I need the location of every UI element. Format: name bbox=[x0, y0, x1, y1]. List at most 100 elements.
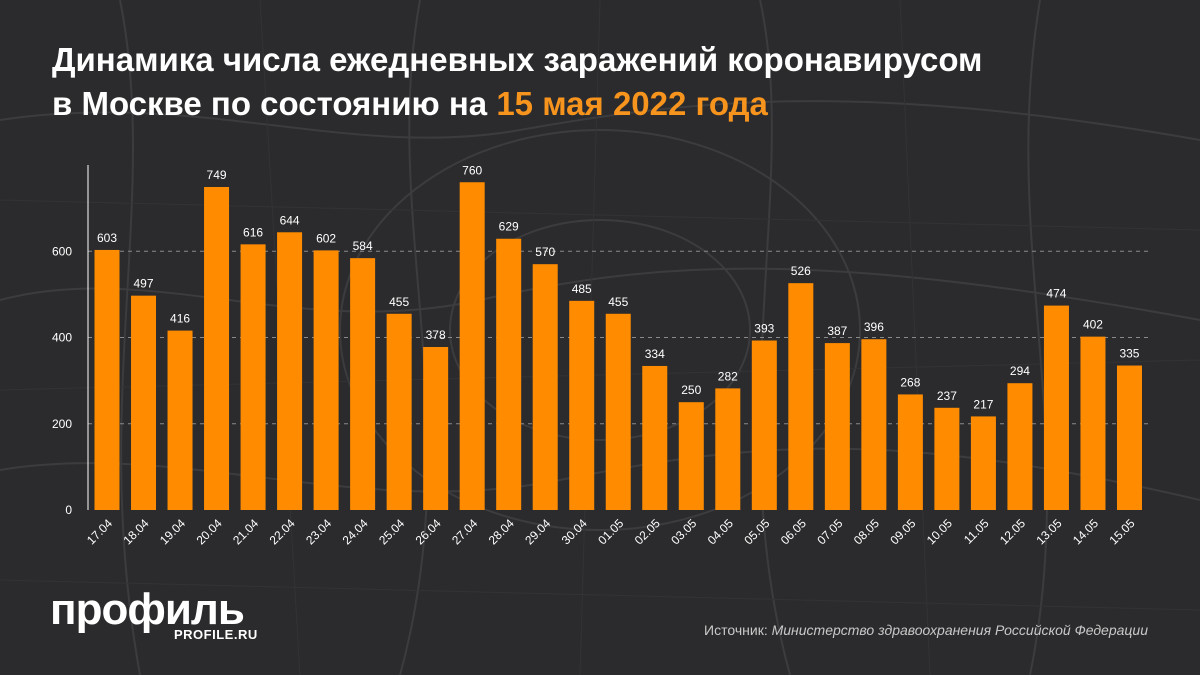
data-label: 416 bbox=[170, 312, 190, 326]
profile-url[interactable]: PROFILE.RU bbox=[174, 627, 258, 642]
bar bbox=[94, 249, 120, 511]
bar bbox=[496, 238, 522, 510]
bar bbox=[277, 232, 303, 510]
bar bbox=[642, 365, 668, 510]
x-tick-label: 18.04 bbox=[121, 516, 152, 547]
title-line-2: в Москве по состоянию на 15 мая 2022 год… bbox=[52, 82, 1172, 126]
data-label: 378 bbox=[426, 328, 446, 342]
data-label: 602 bbox=[316, 231, 336, 245]
x-tick-label: 04.05 bbox=[705, 516, 736, 547]
bar bbox=[1080, 336, 1106, 510]
x-tick-label: 08.05 bbox=[851, 516, 882, 547]
data-label: 570 bbox=[535, 245, 555, 259]
data-label: 393 bbox=[754, 322, 774, 336]
data-label: 402 bbox=[1083, 318, 1103, 332]
data-label: 396 bbox=[864, 320, 884, 334]
data-label: 335 bbox=[1119, 347, 1139, 361]
data-label: 616 bbox=[243, 225, 263, 239]
data-label: 294 bbox=[1010, 364, 1030, 378]
x-tick-label: 27.04 bbox=[449, 516, 480, 547]
bar bbox=[532, 264, 558, 510]
x-tick-label: 19.04 bbox=[157, 516, 188, 547]
data-label: 217 bbox=[973, 397, 993, 411]
bar bbox=[569, 300, 595, 510]
data-label: 584 bbox=[353, 239, 373, 253]
y-tick-label: 0 bbox=[65, 503, 72, 517]
x-tick-label: 22.04 bbox=[267, 516, 298, 547]
data-label: 526 bbox=[791, 264, 811, 278]
bar bbox=[204, 186, 230, 510]
data-label: 455 bbox=[608, 295, 628, 309]
bar bbox=[824, 343, 850, 510]
x-tick-label: 05.05 bbox=[741, 516, 772, 547]
x-tick-label: 24.04 bbox=[340, 516, 371, 547]
x-tick-label: 23.04 bbox=[303, 516, 334, 547]
x-tick-label: 02.05 bbox=[632, 516, 663, 547]
data-label: 497 bbox=[134, 277, 154, 291]
source-note: Источник: Министерство здравоохранения Р… bbox=[704, 622, 1148, 638]
bar bbox=[788, 283, 814, 510]
bar bbox=[167, 330, 193, 510]
x-tick-label: 30.04 bbox=[559, 516, 590, 547]
data-label: 629 bbox=[499, 220, 519, 234]
chart-title: Динамика числа ежедневных заражений коро… bbox=[52, 38, 1172, 126]
bar bbox=[897, 394, 923, 510]
x-tick-label: 25.04 bbox=[376, 516, 407, 547]
bar bbox=[678, 402, 704, 510]
data-label: 644 bbox=[280, 213, 300, 227]
bar bbox=[131, 295, 157, 510]
bar bbox=[605, 313, 631, 510]
data-label: 485 bbox=[572, 282, 592, 296]
bar bbox=[970, 416, 996, 510]
data-label: 474 bbox=[1046, 287, 1066, 301]
x-tick-label: 12.05 bbox=[997, 516, 1028, 547]
data-label: 250 bbox=[681, 383, 701, 397]
title-line-1: Динамика числа ежедневных заражений коро… bbox=[52, 41, 983, 78]
bar bbox=[715, 388, 741, 510]
data-label: 334 bbox=[645, 347, 665, 361]
bar bbox=[240, 244, 266, 510]
bar bbox=[751, 340, 777, 510]
profile-logo[interactable]: профиль bbox=[50, 585, 245, 634]
title-line-2-prefix: в Москве по состоянию на bbox=[52, 85, 497, 122]
bar bbox=[350, 258, 376, 510]
y-tick-label: 200 bbox=[52, 417, 72, 431]
x-tick-label: 29.04 bbox=[522, 516, 553, 547]
data-label: 237 bbox=[937, 389, 957, 403]
x-tick-label: 09.05 bbox=[887, 516, 918, 547]
x-tick-label: 01.05 bbox=[595, 516, 626, 547]
bar bbox=[861, 339, 887, 510]
x-tick-label: 26.04 bbox=[413, 516, 444, 547]
data-label: 282 bbox=[718, 369, 738, 383]
bar bbox=[934, 407, 960, 510]
x-tick-label: 14.05 bbox=[1070, 516, 1101, 547]
bar bbox=[459, 182, 485, 510]
bar bbox=[1043, 305, 1069, 510]
data-label: 760 bbox=[462, 163, 482, 177]
x-tick-label: 10.05 bbox=[924, 516, 955, 547]
data-label: 455 bbox=[389, 295, 409, 309]
bar bbox=[386, 313, 412, 510]
y-tick-label: 400 bbox=[52, 331, 72, 345]
bar bbox=[423, 346, 449, 510]
bar bbox=[1116, 365, 1142, 510]
x-tick-label: 17.04 bbox=[84, 516, 115, 547]
x-tick-label: 07.05 bbox=[814, 516, 845, 547]
x-tick-label: 15.05 bbox=[1106, 516, 1137, 547]
source-label: Источник: bbox=[704, 622, 772, 638]
x-tick-label: 28.04 bbox=[486, 516, 517, 547]
y-tick-label: 600 bbox=[52, 244, 72, 258]
x-tick-label: 06.05 bbox=[778, 516, 809, 547]
data-label: 268 bbox=[900, 375, 920, 389]
x-tick-label: 11.05 bbox=[961, 516, 992, 547]
x-tick-label: 03.05 bbox=[668, 516, 699, 547]
source-value: Министерство здравоохранения Российской … bbox=[771, 622, 1148, 638]
title-date: 15 мая 2022 года bbox=[496, 85, 768, 122]
data-label: 749 bbox=[207, 168, 227, 182]
x-tick-label: 21.04 bbox=[230, 516, 261, 547]
data-label: 603 bbox=[97, 231, 117, 245]
x-tick-label: 13.05 bbox=[1033, 516, 1064, 547]
bar bbox=[313, 250, 339, 510]
bar bbox=[1007, 383, 1033, 510]
